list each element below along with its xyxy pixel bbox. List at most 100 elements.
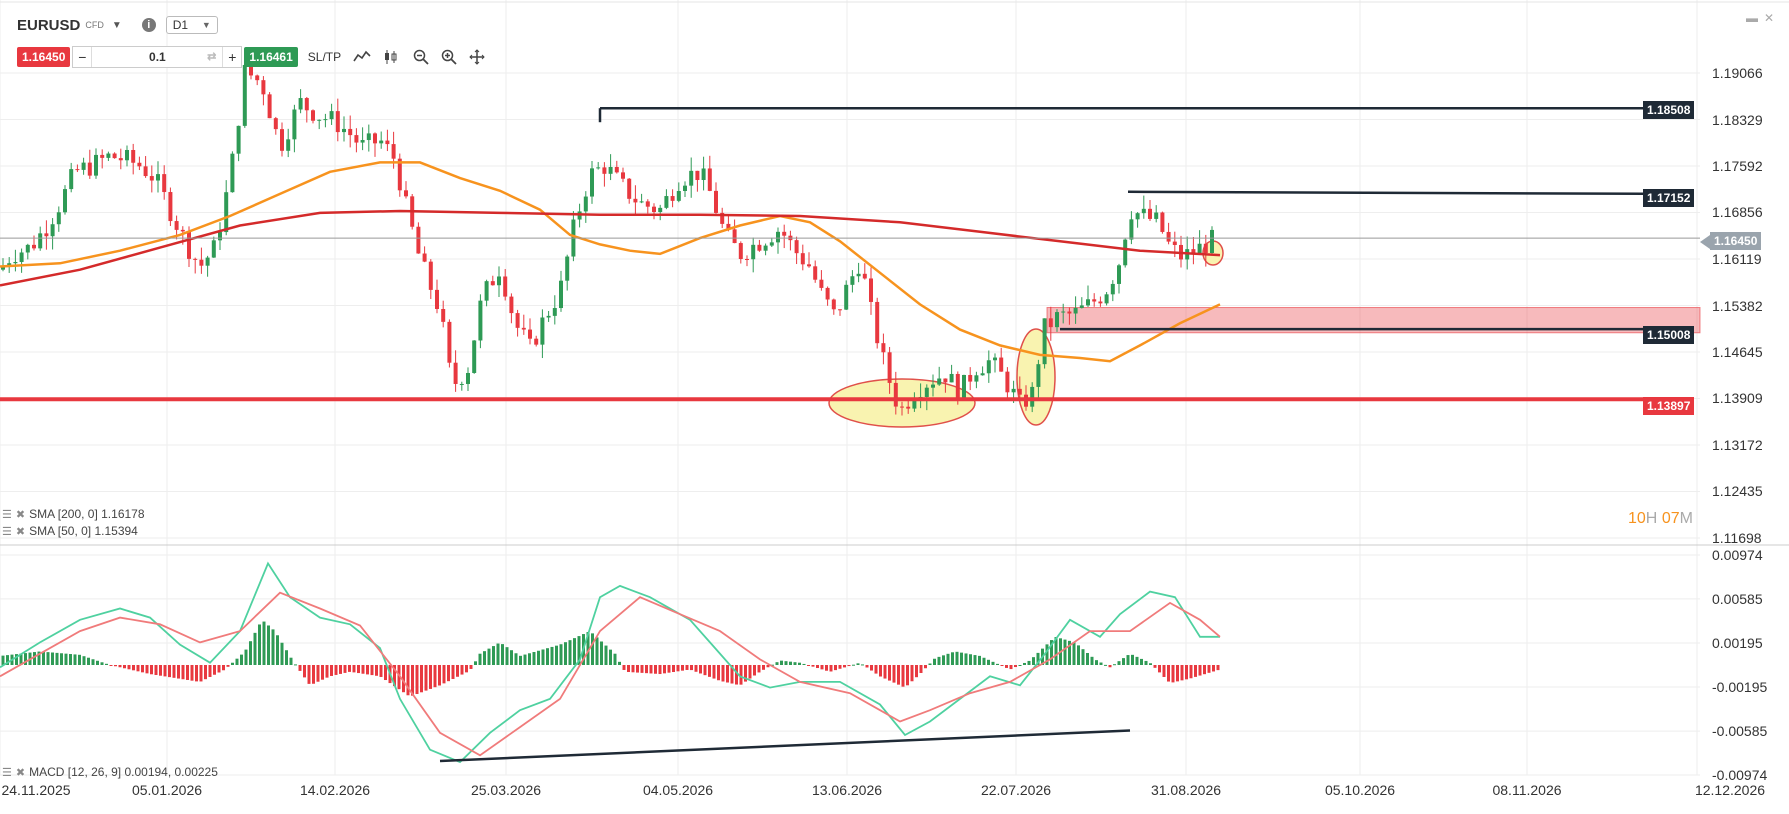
macd-histogram-bar xyxy=(213,665,216,675)
candle-body xyxy=(707,168,712,191)
time-tick-label: 14.02.2026 xyxy=(299,782,371,798)
macd-histogram-bar xyxy=(577,636,581,665)
remove-icon[interactable]: ✖ xyxy=(15,525,26,538)
macd-histogram-bar xyxy=(303,665,306,678)
macd-histogram-bar xyxy=(64,653,68,665)
candle-body xyxy=(993,357,997,361)
macd-histogram-bar xyxy=(208,665,212,677)
price-tick-label: 1.17592 xyxy=(1712,158,1763,175)
macd-histogram-bar xyxy=(982,657,986,665)
minimize-icon[interactable]: ▬ xyxy=(1746,11,1758,25)
candle-body xyxy=(174,221,179,230)
settings-icon[interactable]: ☰ xyxy=(2,525,12,538)
macd-histogram-bar xyxy=(586,632,590,665)
macd-histogram-bar xyxy=(676,665,680,672)
macd-legend[interactable]: ☰ ✖ MACD [12, 26, 9] 0.00194, 0.00225 xyxy=(2,765,218,779)
macd-histogram-bar xyxy=(834,665,837,671)
candle-body xyxy=(298,98,303,110)
macd-histogram-bar xyxy=(1122,658,1125,665)
macd-histogram-bar xyxy=(456,665,459,677)
macd-histogram-bar xyxy=(370,665,374,676)
level-tag-support-low: 1.13897 xyxy=(1643,397,1695,415)
remove-icon[interactable]: ✖ xyxy=(15,766,26,779)
candle-body xyxy=(676,190,681,201)
macd-histogram-bar xyxy=(892,665,896,683)
line-chart-icon[interactable] xyxy=(353,50,371,64)
macd-histogram-bar xyxy=(199,665,203,682)
info-icon[interactable]: i xyxy=(141,18,156,32)
buy-button[interactable]: 1.16461 xyxy=(244,47,298,67)
swap-icon: ⇄ xyxy=(207,51,217,63)
time-tick-label: 08.11.2026 xyxy=(1492,782,1562,798)
macd-histogram-bar xyxy=(46,652,50,665)
sma200-legend[interactable]: ☰ ✖ SMA [200, 0] 1.16178 xyxy=(2,507,145,521)
level-tag-support-zone: 1.15008 xyxy=(1643,326,1695,344)
macd-histogram-bar xyxy=(739,665,743,685)
candle-body xyxy=(32,244,36,249)
macd-histogram-bar xyxy=(321,665,324,680)
macd-histogram-bar xyxy=(1144,660,1148,665)
zoom-out-icon[interactable] xyxy=(413,49,429,65)
level-line-resistance-mid xyxy=(1127,190,1644,196)
macd-histogram-bar xyxy=(15,654,18,665)
countdown-hours: 10 xyxy=(1628,510,1646,527)
candle-body xyxy=(441,309,446,322)
candle-body xyxy=(738,243,743,259)
increase-button[interactable]: + xyxy=(228,49,237,65)
countdown-minutes: 07 xyxy=(1661,510,1680,527)
candle-body xyxy=(397,158,402,191)
remove-icon[interactable]: ✖ xyxy=(15,508,26,521)
macd-histogram-bar xyxy=(937,656,941,665)
macd-histogram-bar xyxy=(640,665,644,673)
macd-histogram-bar xyxy=(847,665,851,667)
candle-body xyxy=(193,258,198,260)
sma50-legend[interactable]: ☰ ✖ SMA [50, 0] 1.15394 xyxy=(2,524,138,538)
close-icon[interactable]: ✕ xyxy=(1764,11,1775,25)
macd-histogram-bar xyxy=(888,665,891,681)
macd-histogram-bar xyxy=(523,654,527,665)
zoom-in-icon[interactable] xyxy=(441,49,457,65)
candle-body xyxy=(261,80,266,95)
macd-histogram-bar xyxy=(771,664,774,666)
candle-body xyxy=(1,265,5,270)
quantity-input[interactable]: 0.1 ⇄ xyxy=(91,47,224,67)
timeframe-select[interactable]: D1 ▼ xyxy=(165,16,218,34)
current-price-arrow xyxy=(1700,235,1710,249)
macd-divergence-trendline xyxy=(439,729,1131,763)
macd-histogram-bar xyxy=(96,660,99,665)
macd-histogram-bar xyxy=(1185,665,1188,680)
macd-histogram-bar xyxy=(667,665,671,673)
macd-histogram-bar xyxy=(217,665,221,673)
candle-body xyxy=(776,231,780,243)
macd-histogram-bar xyxy=(996,663,999,665)
crosshair-icon[interactable] xyxy=(469,49,485,65)
macd-histogram-bar xyxy=(942,655,945,665)
sltp-button[interactable]: SL/TP xyxy=(307,50,342,64)
candle-body xyxy=(1110,283,1115,295)
candle-body xyxy=(900,406,904,408)
candle-chart-icon[interactable] xyxy=(383,49,401,65)
settings-icon[interactable]: ☰ xyxy=(2,508,12,521)
price-tick-label: 1.12435 xyxy=(1712,483,1763,500)
macd-histogram-bar xyxy=(798,662,801,665)
symbol-dropdown-icon[interactable]: ▼ xyxy=(111,19,122,31)
candle-body xyxy=(887,352,892,383)
candle-body xyxy=(937,378,942,385)
macd-histogram-bar xyxy=(231,662,234,665)
macd-histogram-bar xyxy=(136,665,140,672)
decrease-button[interactable]: − xyxy=(78,49,87,65)
ellipse-breakout xyxy=(1016,328,1056,426)
candle-body xyxy=(906,406,911,409)
candle-body xyxy=(689,170,694,186)
settings-icon[interactable]: ☰ xyxy=(2,766,12,779)
macd-histogram-bar xyxy=(294,664,297,666)
candle-body xyxy=(1036,364,1041,387)
macd-histogram-bar xyxy=(703,665,707,676)
candle-body xyxy=(670,196,675,201)
symbol-name[interactable]: EURUSD xyxy=(17,16,81,34)
sell-button[interactable]: 1.16450 xyxy=(17,47,71,67)
candle-body xyxy=(69,169,74,190)
macd-histogram-bar xyxy=(366,665,369,675)
macd-histogram-bar xyxy=(730,665,734,684)
